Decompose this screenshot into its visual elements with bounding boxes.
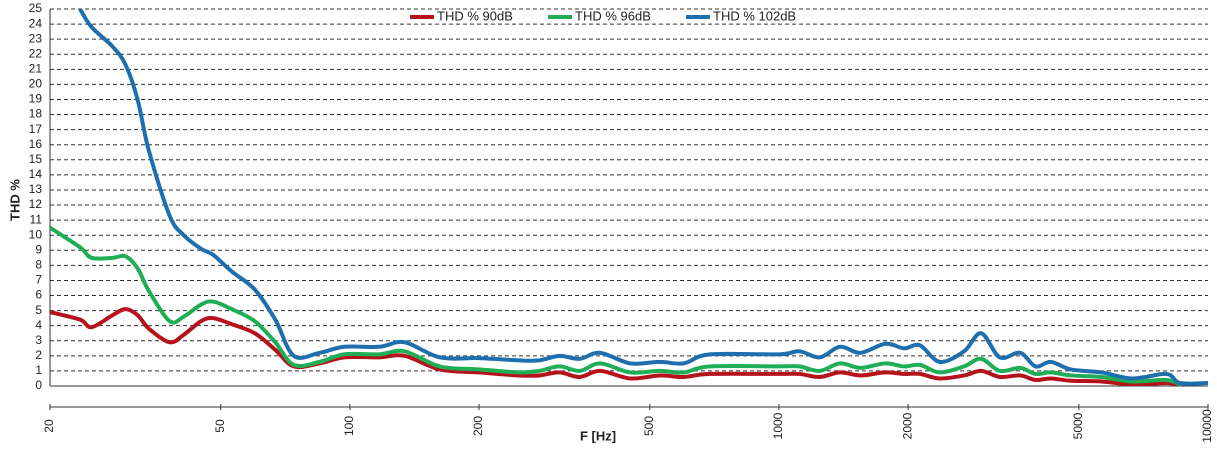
y-tick-label: 14 bbox=[29, 167, 43, 181]
x-tick-label: 100 bbox=[342, 416, 356, 436]
y-tick-label: 25 bbox=[29, 1, 43, 15]
legend-item: THD % 102dB bbox=[686, 8, 796, 23]
legend-label: THD % 102dB bbox=[713, 8, 796, 23]
x-tick-label: 10000 bbox=[1200, 409, 1214, 443]
x-tick-label: 20 bbox=[42, 419, 56, 433]
x-tick-label: 50 bbox=[213, 419, 227, 433]
y-tick-label: 17 bbox=[29, 122, 43, 136]
y-tick-label: 1 bbox=[35, 363, 42, 377]
y-tick-label: 6 bbox=[35, 288, 42, 302]
x-tick-label: 1000 bbox=[771, 412, 785, 439]
y-axis-label: THD % bbox=[7, 179, 22, 221]
legend-item: THD % 96dB bbox=[548, 8, 651, 23]
y-tick-label: 16 bbox=[29, 137, 43, 151]
y-tick-label: 24 bbox=[29, 16, 43, 30]
y-tick-label: 7 bbox=[35, 273, 42, 287]
series-line bbox=[78, 9, 1208, 386]
y-tick-label: 3 bbox=[35, 333, 42, 347]
legend-label: THD % 96dB bbox=[575, 8, 651, 23]
series-line bbox=[50, 307, 1181, 386]
x-tick-label: 500 bbox=[642, 416, 656, 436]
y-tick-label: 5 bbox=[35, 303, 42, 317]
x-axis-label: F [Hz] bbox=[580, 428, 616, 443]
y-tick-label: 15 bbox=[29, 152, 43, 166]
y-tick-label: 21 bbox=[29, 61, 43, 75]
y-tick-label: 10 bbox=[29, 227, 43, 241]
y-tick-label: 8 bbox=[35, 258, 42, 272]
x-tick-label: 200 bbox=[471, 416, 485, 436]
x-tick-label: 2000 bbox=[900, 412, 914, 439]
x-tick-label: 5000 bbox=[1071, 412, 1085, 439]
y-tick-label: 22 bbox=[29, 46, 43, 60]
y-tick-label: 4 bbox=[35, 318, 42, 332]
y-tick-label: 18 bbox=[29, 107, 43, 121]
y-tick-label: 23 bbox=[29, 31, 43, 45]
legend-item: THD % 90dB bbox=[410, 8, 513, 23]
legend-label: THD % 90dB bbox=[437, 8, 513, 23]
y-tick-label: 20 bbox=[29, 77, 43, 91]
y-tick-label: 9 bbox=[35, 242, 42, 256]
y-tick-label: 11 bbox=[30, 212, 43, 226]
y-tick-label: 12 bbox=[29, 197, 43, 211]
y-tick-label: 2 bbox=[35, 348, 42, 362]
series-line bbox=[50, 225, 1181, 386]
y-tick-label: 13 bbox=[29, 182, 43, 196]
y-tick-label: 19 bbox=[29, 92, 43, 106]
y-tick-label: 0 bbox=[35, 378, 42, 392]
